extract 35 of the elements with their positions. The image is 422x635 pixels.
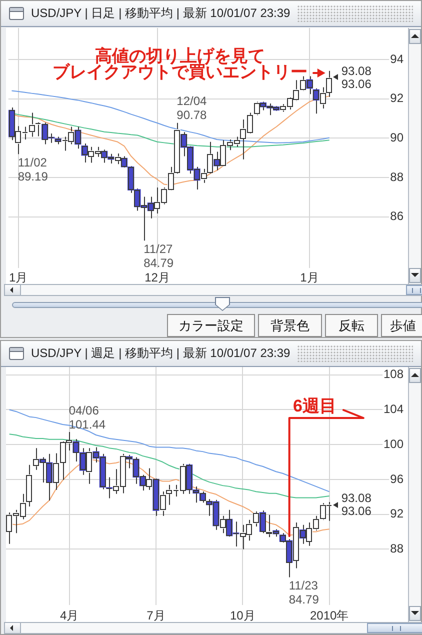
y-tick-label: 86 [390,209,404,224]
annotation: 11/02 89.19 [18,155,48,184]
y-tick-label: 88 [390,170,404,184]
annotation: 6週目 [293,396,336,416]
y-tick-label: 96 [390,472,404,486]
text: 背景色 [270,317,310,335]
x-tick-label: 12月 [144,270,170,285]
x-tick-label: 4月 [60,608,79,623]
text: 反転 [338,317,364,335]
text: 93.06 [341,76,372,91]
y-tick-label: 104 [383,402,404,416]
x-tick-label: 2010年 [310,608,349,623]
text: カラー設定 [178,317,244,335]
y-tick-label: 108 [383,367,404,382]
x-tick-label: 7月 [146,608,166,623]
annotation: 11/27 84.79 [144,242,174,270]
annotation: 11/23 84.79 [288,578,320,606]
x-tick-label: 10月 [230,608,256,623]
text: 歩値 [390,317,416,335]
annotation: 12/04 90.78 [176,94,208,122]
x-tick-label: 1月 [300,270,319,285]
text: 93.08 [341,490,372,505]
chart-title: USD/JPY | 週足 | 移動平均 | 最新 10/01/07 23:39 [31,345,290,362]
chart-title: USD/JPY | 日足 | 移動平均 | 最新 10/01/07 23:39 [31,5,290,22]
annotation: 04/06 101.44 [68,403,106,432]
y-tick-label: 94 [390,52,404,66]
text: 93.06 [341,504,372,518]
candlestick [26,464,33,507]
y-tick-label: 90 [390,130,404,144]
y-tick-label: 92 [390,506,404,521]
x-tick-label: 1月 [8,270,28,285]
y-tick-label: 100 [383,436,404,451]
y-tick-label: 88 [390,542,404,556]
text: 93.08 [341,64,372,78]
y-tick-label: 92 [390,91,404,106]
